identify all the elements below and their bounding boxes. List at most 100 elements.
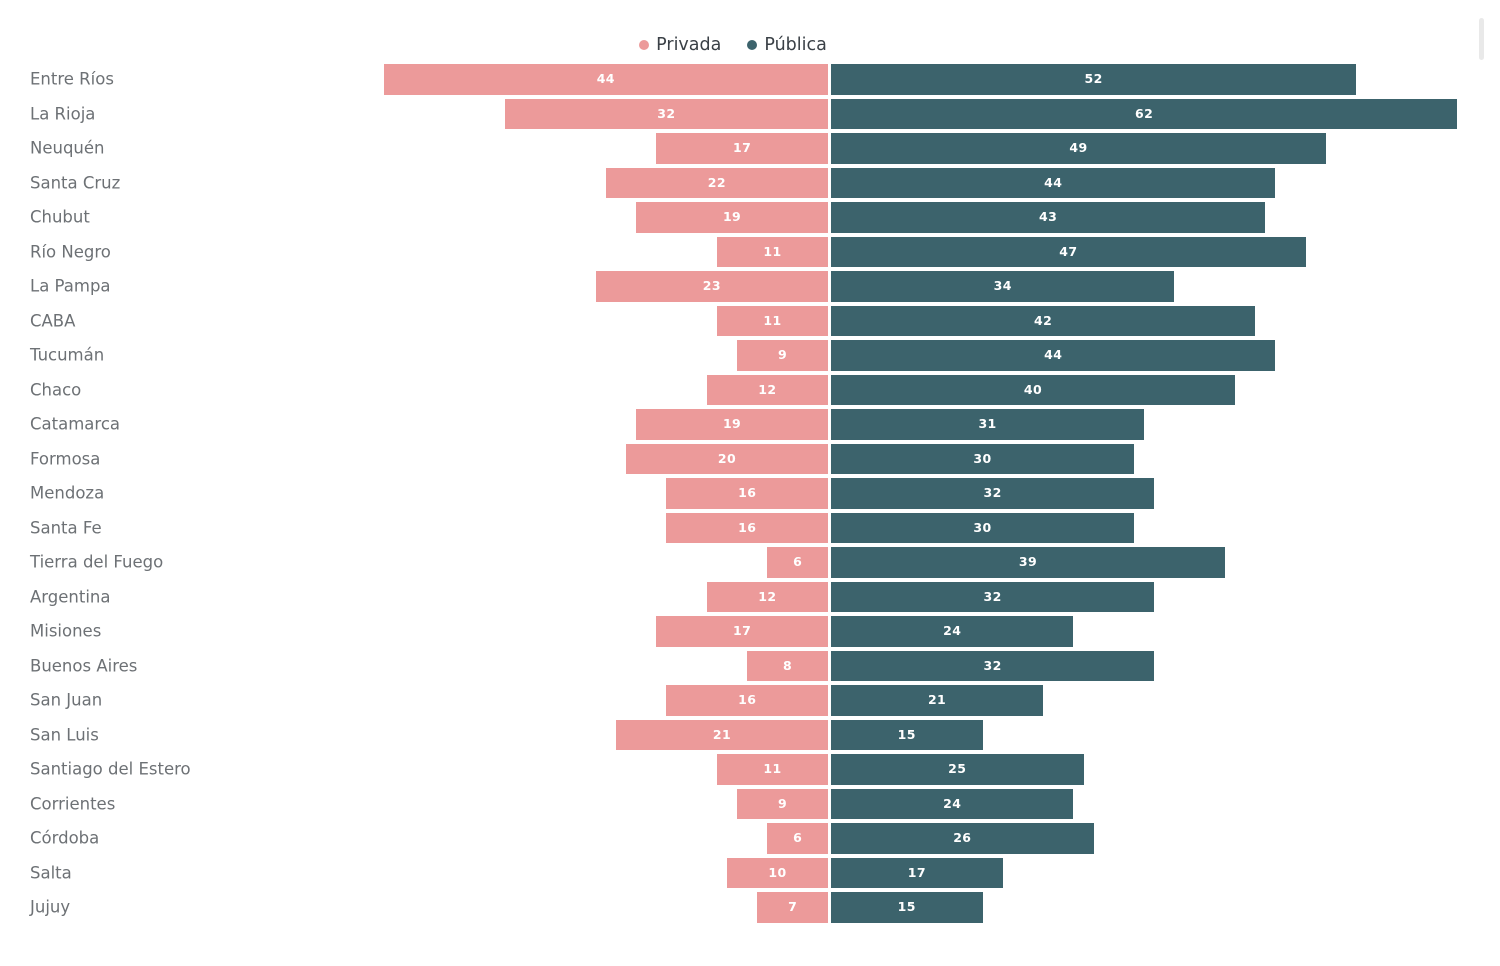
publica-bar[interactable]: 40 xyxy=(831,374,1235,405)
bar-value-label: 16 xyxy=(738,692,757,707)
publica-bar[interactable]: 47 xyxy=(831,236,1306,267)
chart-row: La Rioja 32 62 xyxy=(0,97,1500,132)
bar-value-label: 30 xyxy=(973,519,992,535)
bar-value-label: 10 xyxy=(768,864,787,880)
privada-bar[interactable]: 9 xyxy=(737,340,828,371)
privada-bar[interactable]: 11 xyxy=(716,236,828,267)
privada-bar[interactable]: 9 xyxy=(737,788,828,819)
category-label: La Rioja xyxy=(30,104,96,124)
publica-bar[interactable]: 39 xyxy=(831,547,1225,578)
publica-bar[interactable]: 44 xyxy=(831,167,1276,198)
bar-value-label: 34 xyxy=(993,278,1012,293)
chart-row: Santa Fe 16 30 xyxy=(0,511,1500,546)
publica-bar[interactable]: 25 xyxy=(831,754,1084,785)
publica-bar[interactable]: 15 xyxy=(831,719,983,750)
bar-value-label: 44 xyxy=(1044,347,1063,362)
category-label: Tucumán xyxy=(30,345,105,365)
publica-bar[interactable]: 42 xyxy=(831,305,1256,336)
publica-bar[interactable]: 44 xyxy=(831,340,1276,371)
privada-bar[interactable]: 23 xyxy=(595,271,828,302)
privada-bar[interactable]: 11 xyxy=(716,305,828,336)
bar-value-label: 6 xyxy=(793,554,803,569)
bar-value-label: 7 xyxy=(788,899,798,914)
privada-bar[interactable]: 19 xyxy=(636,202,828,233)
bar-value-label: 17 xyxy=(733,623,752,638)
publica-bar[interactable]: 32 xyxy=(831,650,1155,681)
legend-label-privada: Privada xyxy=(656,35,722,55)
publica-bar[interactable]: 62 xyxy=(831,98,1458,129)
privada-bar[interactable]: 22 xyxy=(605,167,828,198)
publica-bar[interactable]: 34 xyxy=(831,271,1175,302)
category-label: Chubut xyxy=(30,207,90,227)
category-label: Buenos Aires xyxy=(30,656,138,676)
category-label: Córdoba xyxy=(30,828,100,848)
legend-item-publica[interactable]: Pública xyxy=(747,35,827,55)
publica-bar[interactable]: 31 xyxy=(831,409,1145,440)
category-label: Jujuy xyxy=(30,897,71,917)
bar-value-label: 16 xyxy=(738,485,757,500)
bar-value-label: 20 xyxy=(717,450,737,466)
publica-bar[interactable]: 24 xyxy=(831,616,1074,647)
chart-row: Córdoba 6 26 xyxy=(0,821,1500,856)
publica-bar[interactable]: 15 xyxy=(831,892,983,923)
privada-bar[interactable]: 6 xyxy=(767,823,828,854)
bar-value-label: 9 xyxy=(778,795,788,811)
category-label: San Juan xyxy=(30,690,103,710)
publica-bar[interactable]: 49 xyxy=(831,133,1326,164)
bar-value-label: 23 xyxy=(702,278,721,293)
bar-value-label: 44 xyxy=(1044,174,1063,190)
bar-value-label: 16 xyxy=(738,519,757,535)
chart-row: Formosa 20 30 xyxy=(0,442,1500,477)
bar-value-label: 32 xyxy=(983,588,1002,604)
privada-bar[interactable]: 21 xyxy=(615,719,828,750)
privada-bar[interactable]: 11 xyxy=(716,754,828,785)
category-label: Salta xyxy=(30,863,72,883)
publica-bar[interactable]: 26 xyxy=(831,823,1094,854)
privada-bar[interactable]: 8 xyxy=(747,650,828,681)
privada-bar[interactable]: 6 xyxy=(767,547,828,578)
privada-bar[interactable]: 17 xyxy=(656,616,828,647)
category-label: Tierra del Fuego xyxy=(30,552,164,572)
publica-bar[interactable]: 30 xyxy=(831,443,1134,474)
privada-bar[interactable]: 7 xyxy=(757,892,828,923)
privada-bar[interactable]: 17 xyxy=(656,133,828,164)
privada-bar[interactable]: 16 xyxy=(666,512,828,543)
chart-row: Neuquén 17 49 xyxy=(0,131,1500,166)
category-label: Chaco xyxy=(30,380,82,400)
bar-value-label: 26 xyxy=(953,830,972,845)
bar-value-label: 12 xyxy=(758,588,777,604)
privada-bar[interactable]: 10 xyxy=(727,857,828,888)
privada-bar[interactable]: 32 xyxy=(504,98,828,129)
publica-bar[interactable]: 30 xyxy=(831,512,1134,543)
chart-row: Corrientes 9 24 xyxy=(0,787,1500,822)
publica-bar[interactable]: 17 xyxy=(831,857,1003,888)
privada-bar[interactable]: 16 xyxy=(666,685,828,716)
chart-row: Jujuy 7 15 xyxy=(0,890,1500,925)
legend-dot-publica-icon xyxy=(747,40,758,50)
bar-value-label: 21 xyxy=(712,726,732,742)
privada-bar[interactable]: 20 xyxy=(626,443,828,474)
category-label: Corrientes xyxy=(30,794,116,814)
bar-value-label: 19 xyxy=(722,209,742,224)
publica-bar[interactable]: 52 xyxy=(831,64,1357,95)
bar-value-label: 8 xyxy=(783,657,793,673)
publica-bar[interactable]: 32 xyxy=(831,478,1155,509)
publica-bar[interactable]: 21 xyxy=(831,685,1044,716)
bar-value-label: 49 xyxy=(1069,140,1088,155)
privada-bar[interactable]: 12 xyxy=(706,581,828,612)
bar-value-label: 11 xyxy=(763,312,782,328)
legend-item-privada[interactable]: Privada xyxy=(639,35,721,55)
category-label: Misiones xyxy=(30,621,102,641)
publica-bar[interactable]: 32 xyxy=(831,581,1155,612)
privada-bar[interactable]: 44 xyxy=(383,64,828,95)
privada-bar[interactable]: 19 xyxy=(636,409,828,440)
scrollbar-thumb[interactable] xyxy=(1479,18,1484,60)
chart-row: Buenos Aires 8 32 xyxy=(0,649,1500,684)
publica-bar[interactable]: 24 xyxy=(831,788,1074,819)
chart-row: Santiago del Estero 11 25 xyxy=(0,752,1500,787)
privada-bar[interactable]: 16 xyxy=(666,478,828,509)
bar-value-label: 17 xyxy=(907,864,926,880)
privada-bar[interactable]: 12 xyxy=(706,374,828,405)
bar-value-label: 32 xyxy=(983,485,1002,500)
publica-bar[interactable]: 43 xyxy=(831,202,1266,233)
